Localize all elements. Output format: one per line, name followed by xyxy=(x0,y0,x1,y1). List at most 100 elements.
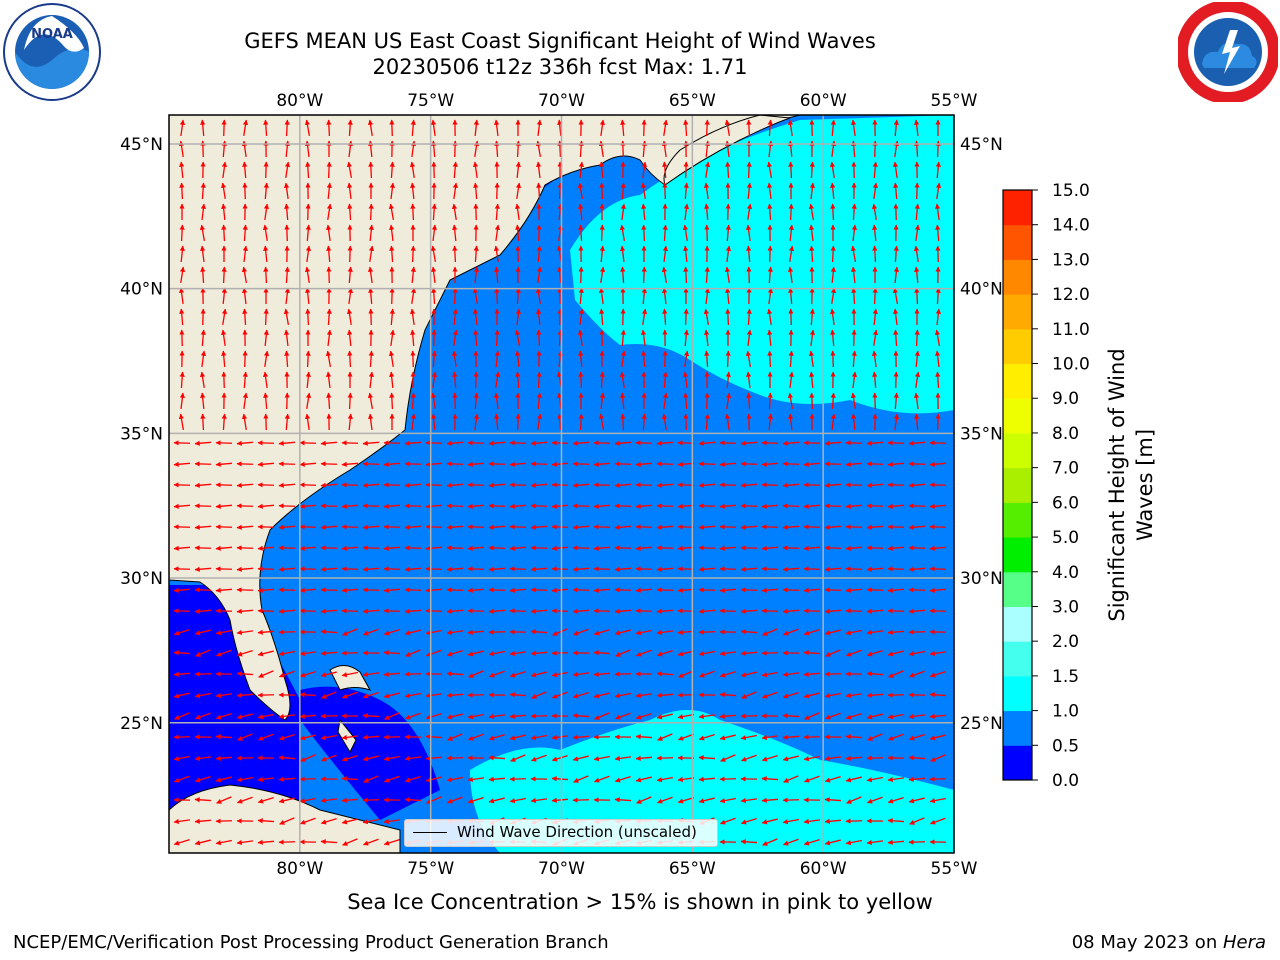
wave-arrow xyxy=(194,839,211,846)
wave-arrow xyxy=(682,371,689,389)
lon-label-bottom: 80°W xyxy=(276,859,323,879)
wave-arrow xyxy=(284,329,290,347)
wave-arrow xyxy=(341,566,359,572)
wave-arrow xyxy=(719,776,737,782)
wave-arrow xyxy=(809,308,815,326)
wave-arrow xyxy=(410,266,416,284)
wave-arrow xyxy=(677,629,695,635)
wave-arrow xyxy=(494,203,500,221)
wave-arrow xyxy=(341,818,358,825)
wave-arrow xyxy=(326,392,332,410)
wave-arrow xyxy=(599,245,605,263)
wave-arrow xyxy=(410,392,416,410)
noaa-logo-icon: NOAA xyxy=(3,3,101,101)
wave-arrow xyxy=(578,203,584,221)
wave-arrow xyxy=(572,587,590,593)
wave-arrow xyxy=(326,203,333,221)
wave-arrow xyxy=(656,440,674,446)
wave-arrow xyxy=(824,755,842,762)
lon-label-bottom: 70°W xyxy=(538,859,585,879)
wave-arrow xyxy=(257,503,275,509)
wave-arrow xyxy=(341,776,359,782)
wave-arrow xyxy=(283,182,290,200)
wave-arrow xyxy=(257,818,275,824)
wave-arrow xyxy=(404,608,422,614)
wave-arrow xyxy=(362,524,380,530)
wave-arrow xyxy=(515,350,521,368)
wave-arrow xyxy=(656,503,674,509)
wave-arrow xyxy=(845,482,863,488)
wave-arrow xyxy=(746,266,752,284)
wave-arrow xyxy=(299,734,316,741)
wave-arrow xyxy=(557,182,563,200)
wave-arrow xyxy=(935,245,941,263)
colorbar-tick-label: 6.0 xyxy=(1052,493,1079,513)
wave-arrow xyxy=(263,392,269,410)
wave-arrow xyxy=(494,371,501,389)
wave-arrow xyxy=(635,608,653,614)
lat-label-left: 30°N xyxy=(120,569,163,589)
wave-arrow xyxy=(824,566,842,572)
wave-arrow xyxy=(935,224,941,242)
wave-arrow xyxy=(866,650,883,657)
wave-arrow xyxy=(194,712,211,720)
wave-arrow xyxy=(242,392,249,410)
wave-arrow xyxy=(236,482,254,488)
wave-arrow xyxy=(620,350,627,368)
wave-arrow xyxy=(215,839,232,846)
wave-arrow xyxy=(278,461,296,467)
wave-arrow xyxy=(662,371,668,389)
wave-arrow xyxy=(326,161,332,179)
colorbar-swatch xyxy=(1003,467,1032,503)
wave-arrow xyxy=(935,182,942,200)
colorbar-swatch xyxy=(1003,537,1032,573)
wave-arrow xyxy=(761,440,779,446)
wave-arrow xyxy=(914,371,921,389)
wave-arrow xyxy=(509,524,527,530)
wave-arrow xyxy=(782,461,800,467)
wave-arrow xyxy=(767,350,773,368)
wave-arrow xyxy=(725,392,732,410)
wave-arrow xyxy=(866,839,884,846)
wave-arrow xyxy=(362,628,379,636)
wave-arrow xyxy=(788,413,794,431)
wave-arrow xyxy=(593,650,611,656)
wave-arrow xyxy=(278,650,295,657)
wave-arrow xyxy=(929,545,947,551)
wave-arrow xyxy=(467,440,485,446)
wave-arrow xyxy=(446,587,464,593)
low-wave-zone-bahamas xyxy=(300,686,440,820)
wave-arrow xyxy=(761,482,779,488)
wave-arrow xyxy=(257,482,275,488)
colorbar-tick-label: 14.0 xyxy=(1052,216,1090,236)
wave-arrow xyxy=(200,392,206,410)
wave-arrow xyxy=(677,482,695,488)
wave-arrow xyxy=(179,329,185,347)
wave-arrow xyxy=(656,629,674,636)
wave-arrow xyxy=(389,329,396,347)
wave-arrow xyxy=(719,608,737,614)
wave-arrow xyxy=(551,482,569,488)
wave-arrow xyxy=(551,461,569,467)
wave-arrow xyxy=(662,350,668,368)
lon-label-bottom: 55°W xyxy=(931,859,978,879)
colorbar-tick-label: 5.0 xyxy=(1052,528,1079,548)
wave-arrow xyxy=(321,691,337,699)
lon-label-top: 55°W xyxy=(931,91,978,111)
colorbar-swatch xyxy=(1003,294,1032,330)
wave-arrow xyxy=(514,329,521,346)
wave-arrow xyxy=(845,545,863,551)
wave-arrow xyxy=(719,440,737,446)
wave-arrow xyxy=(368,350,374,368)
wave-arrow xyxy=(740,482,758,488)
wave-arrow xyxy=(446,524,464,530)
wave-arrow xyxy=(341,608,359,614)
wave-arrow xyxy=(719,503,737,509)
wave-arrow xyxy=(263,203,270,221)
wave-arrow xyxy=(887,608,905,614)
wave-arrow xyxy=(410,119,416,137)
wave-arrow xyxy=(782,503,800,509)
land-cuba xyxy=(169,784,401,853)
wave-arrow xyxy=(935,371,941,389)
wave-arrow xyxy=(557,392,563,410)
